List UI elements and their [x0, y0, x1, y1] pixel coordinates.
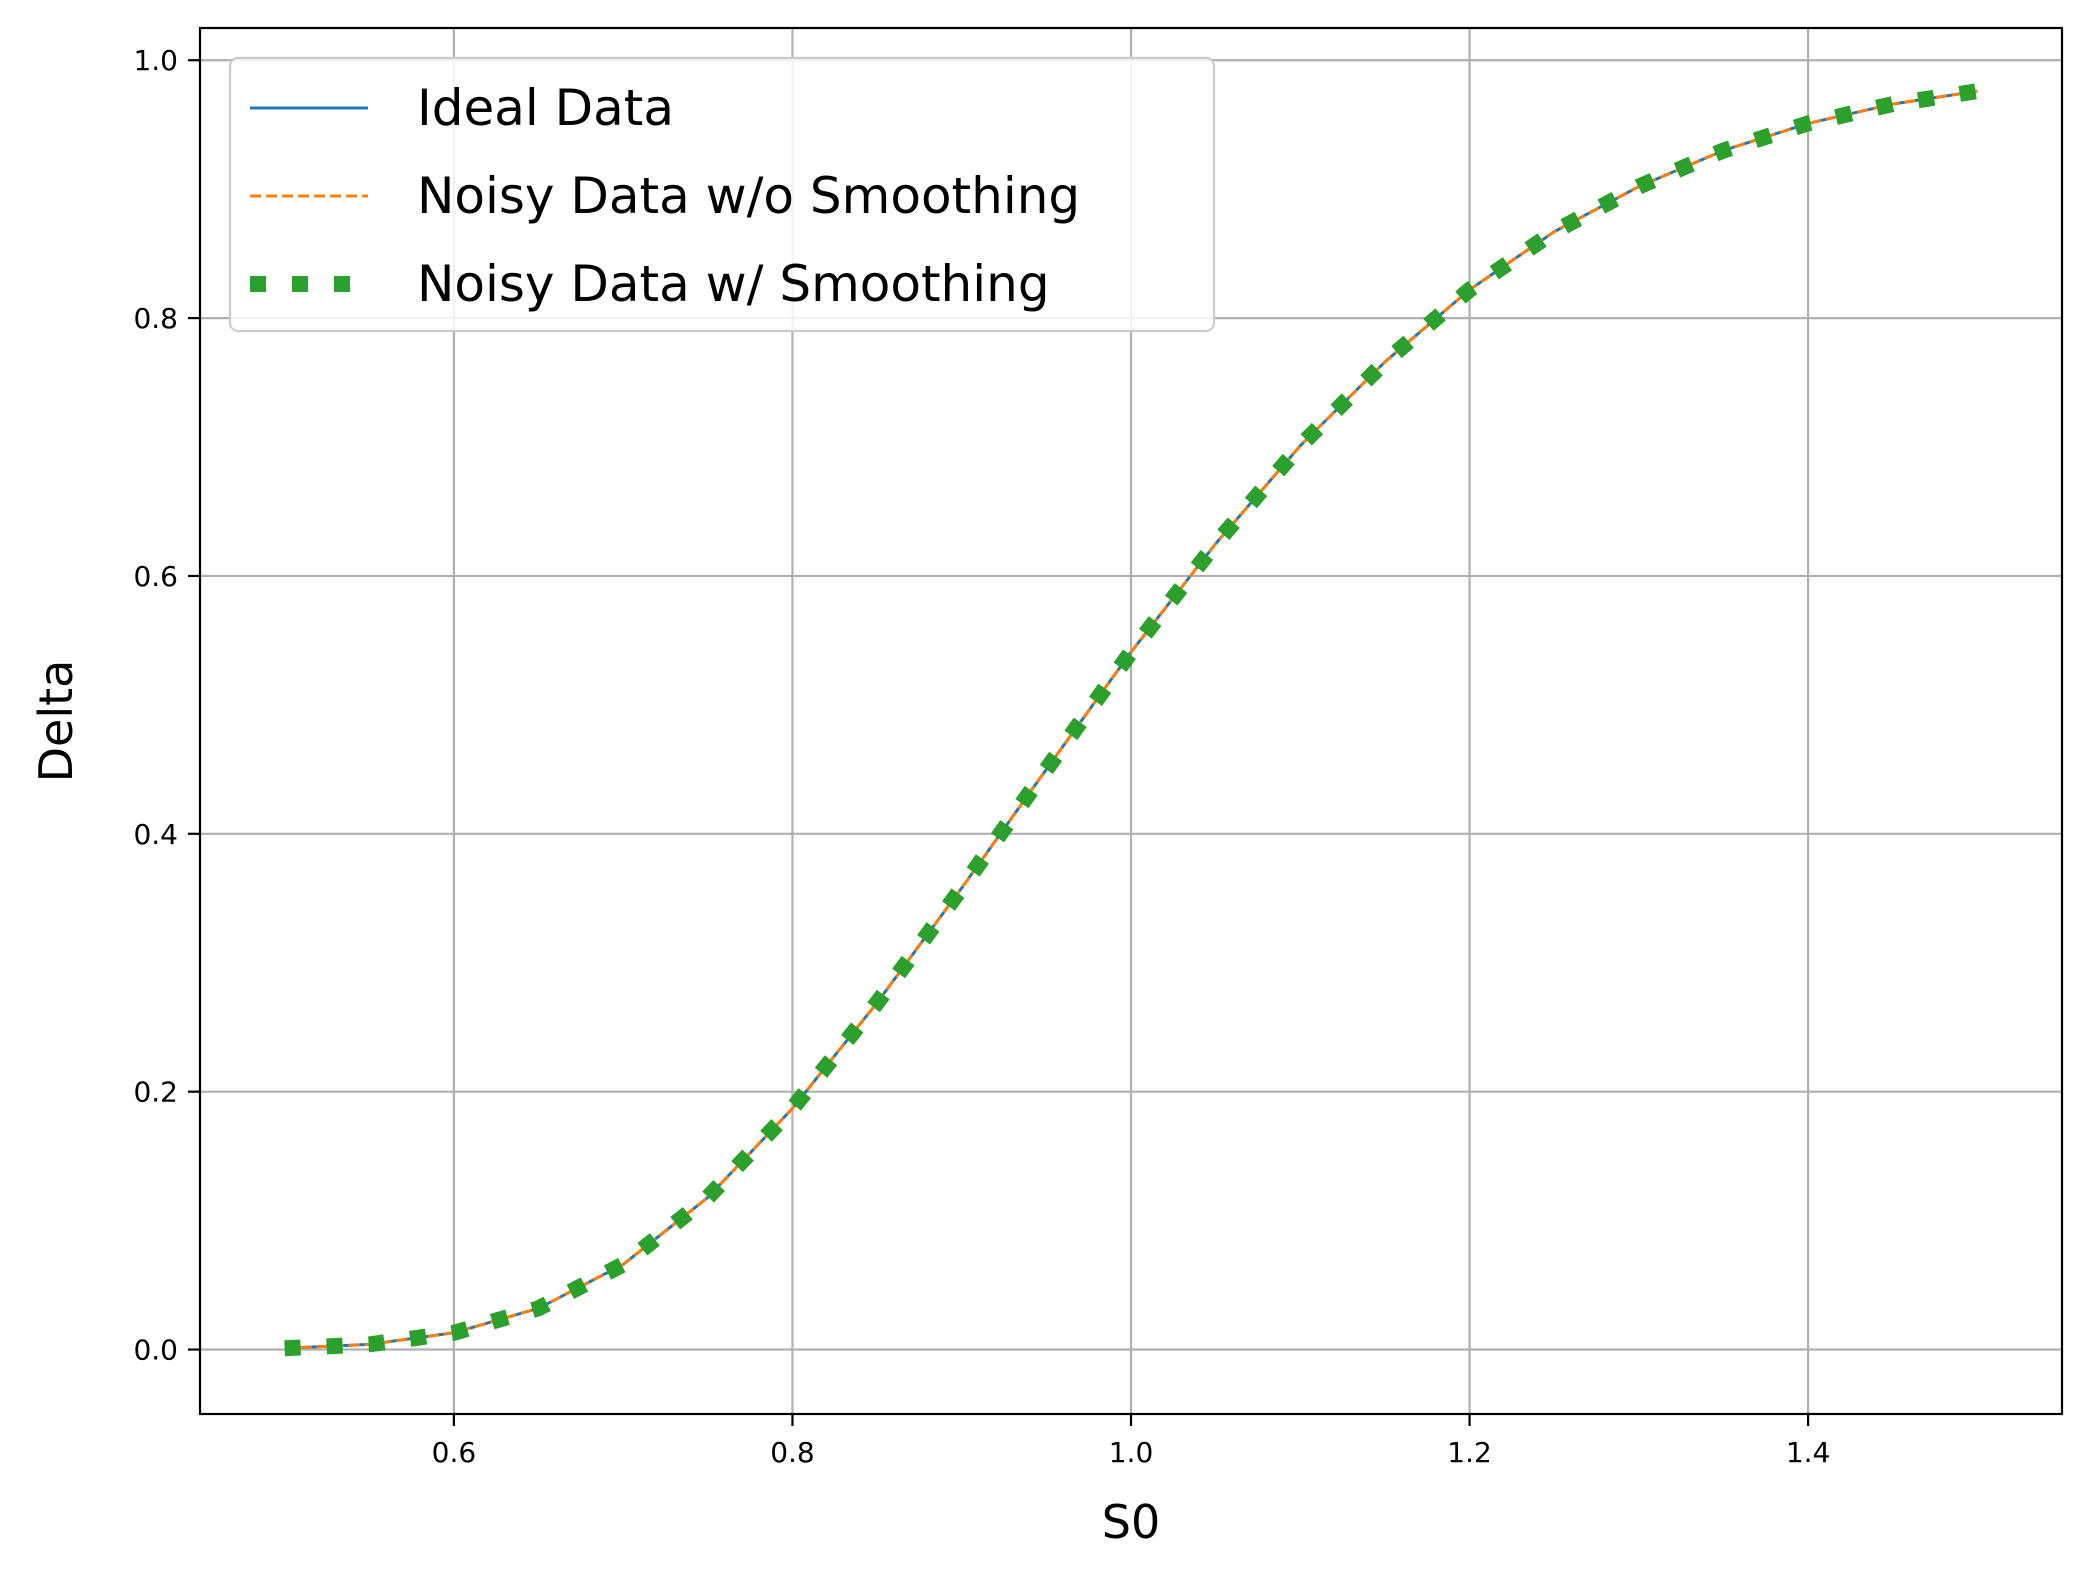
- y-axis-title: Delta: [29, 660, 83, 783]
- series-line-1: [284, 89, 1978, 1350]
- series-layer: [284, 83, 1979, 1357]
- x-tick-label: 0.6: [432, 1436, 477, 1469]
- legend-label-2: Noisy Data w/ Smoothing: [417, 255, 1050, 313]
- y-tick-label: 0.8: [133, 302, 178, 335]
- x-tick-label: 1.0: [1109, 1436, 1154, 1469]
- x-axis-title: S0: [1102, 1495, 1160, 1549]
- y-tick-label: 0.0: [133, 1334, 178, 1367]
- y-tick-label: 1.0: [133, 44, 178, 77]
- x-tick-label: 1.4: [1786, 1436, 1831, 1469]
- y-tick-label: 0.2: [133, 1076, 178, 1109]
- y-tick-label: 0.4: [133, 818, 178, 851]
- legend-box: [228, 56, 1216, 333]
- legend: Ideal Data Noisy Data w/o Smoothing Noisy …: [228, 56, 1216, 333]
- y-tick-label: 0.6: [133, 560, 178, 593]
- x-tick-label: 0.8: [770, 1436, 815, 1469]
- legend-label-0: Ideal Data: [417, 79, 674, 137]
- ticks: 0.6 0.8 1.0 1.2 1.4 0.0 0.2 0.4 0.6 0.8 1.0: [133, 44, 1830, 1469]
- x-tick-label: 1.2: [1447, 1436, 1492, 1469]
- legend-label-1: Noisy Data w/o Smoothing: [417, 167, 1080, 225]
